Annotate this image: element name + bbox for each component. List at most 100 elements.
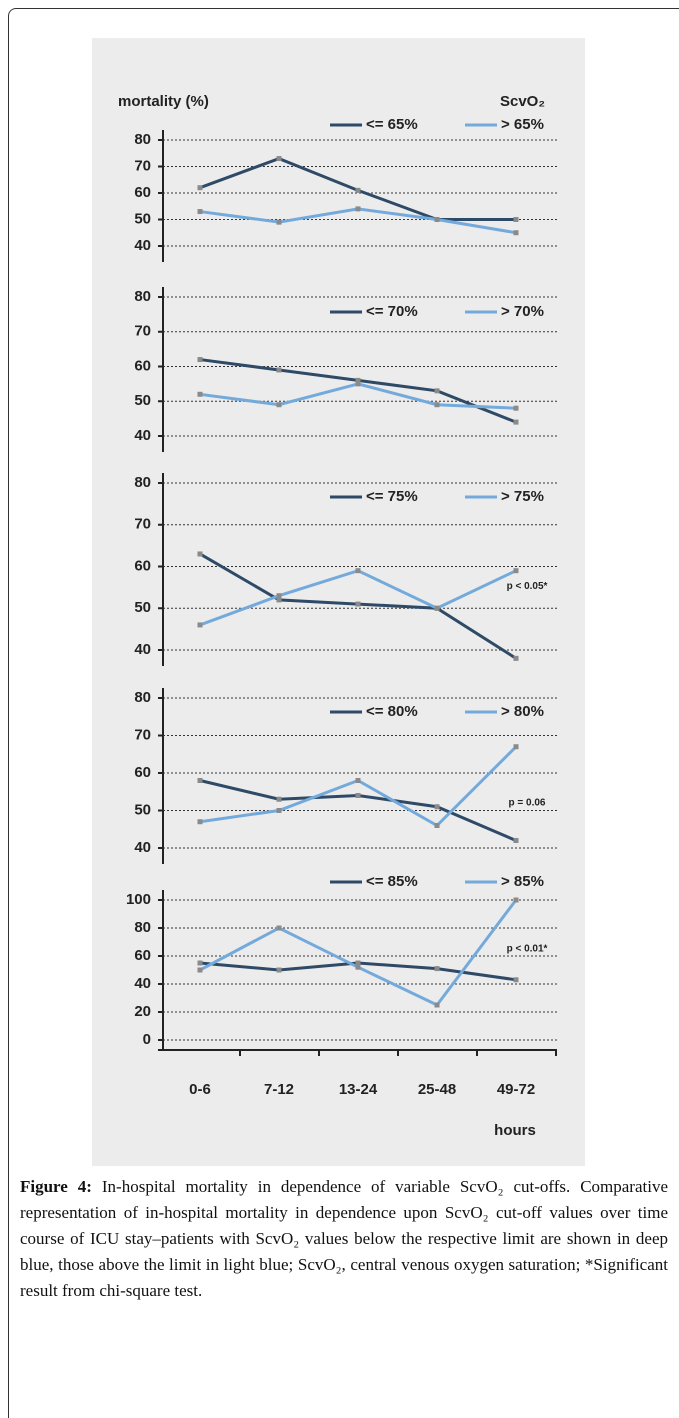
y-tick-label: 60	[134, 557, 151, 574]
point	[276, 808, 282, 813]
point	[434, 217, 440, 222]
point	[513, 897, 519, 903]
point	[355, 793, 361, 798]
point	[197, 209, 203, 215]
point	[276, 367, 282, 373]
point	[197, 778, 203, 783]
point	[355, 960, 361, 966]
point	[355, 601, 361, 607]
point	[355, 964, 361, 970]
point	[197, 622, 203, 628]
point	[276, 597, 282, 603]
point	[197, 967, 203, 973]
legend-label: > 75%	[501, 488, 544, 505]
y-tick-label: 80	[134, 689, 151, 706]
y-tick-label: 60	[134, 357, 151, 374]
point	[355, 568, 361, 574]
y-tick-label: 80	[134, 131, 151, 148]
legend-label: > 85%	[501, 873, 544, 890]
point	[355, 778, 361, 783]
point	[434, 605, 440, 611]
y-tick-label: 70	[134, 516, 151, 533]
point	[434, 1002, 440, 1008]
y-tick-label: 50	[134, 210, 151, 227]
legend-label: > 80%	[501, 703, 544, 720]
point	[355, 381, 361, 387]
y-tick-label: 50	[134, 599, 151, 616]
y-tick-label: 100	[126, 891, 151, 908]
point	[197, 357, 203, 363]
x-tick-label: 0-6	[189, 1081, 211, 1098]
point	[276, 402, 282, 408]
point	[197, 391, 203, 397]
point	[513, 838, 519, 843]
point	[434, 966, 440, 972]
y-tick-label: 80	[134, 288, 151, 305]
annotation: p < 0.01*	[507, 944, 548, 955]
annotation: p = 0.06	[509, 798, 546, 809]
y-tick-label: 0	[143, 1031, 151, 1048]
y-tick-label: 40	[134, 975, 151, 992]
point	[513, 744, 519, 750]
legend-label: <= 80%	[366, 703, 418, 720]
legend-label: <= 75%	[366, 488, 418, 505]
x-tick-label: 13-24	[339, 1081, 378, 1098]
point	[513, 230, 519, 236]
point	[434, 804, 440, 810]
point	[355, 377, 361, 383]
point	[355, 187, 361, 193]
y-tick-label: 40	[134, 641, 151, 658]
x-tick-label: 25-48	[418, 1081, 456, 1098]
y-tick-label: 80	[134, 919, 151, 936]
point	[513, 568, 519, 574]
y-tick-label: 50	[134, 392, 151, 409]
point	[276, 967, 282, 973]
point	[197, 960, 203, 966]
point	[197, 551, 203, 557]
point	[197, 185, 203, 191]
y-tick-label: 70	[134, 726, 151, 743]
legend-label: <= 70%	[366, 303, 418, 320]
point	[197, 819, 203, 825]
legend-label: > 65%	[501, 116, 544, 133]
x-axis-label: hours	[494, 1122, 536, 1139]
point	[276, 156, 282, 162]
point	[434, 388, 440, 394]
point	[513, 655, 519, 661]
point	[276, 925, 282, 931]
legend-label: <= 65%	[366, 116, 418, 133]
y-tick-label: 20	[134, 1003, 151, 1020]
y-tick-label: 70	[134, 157, 151, 174]
y-tick-label: 50	[134, 801, 151, 818]
legend-title: ScvO₂	[500, 93, 545, 110]
point	[513, 977, 519, 983]
point	[355, 206, 361, 212]
caption-label: Figure 4:	[20, 1177, 92, 1196]
x-tick-label: 7-12	[264, 1081, 294, 1098]
y-tick-label: 60	[134, 764, 151, 781]
point	[276, 593, 282, 599]
y-tick-label: 80	[134, 474, 151, 491]
frame	[8, 8, 679, 1418]
point	[513, 419, 519, 425]
y-tick-label: 40	[134, 427, 151, 444]
point	[434, 823, 440, 828]
y-tick-label: 60	[134, 184, 151, 201]
y-tick-label: 40	[134, 839, 151, 856]
point	[434, 402, 440, 408]
legend-label: <= 85%	[366, 873, 418, 890]
y-tick-label: 40	[134, 237, 151, 254]
point	[513, 405, 519, 411]
point	[276, 796, 282, 802]
legend-label: > 70%	[501, 303, 544, 320]
caption-text: In-hospital mortality in dependence of v…	[20, 1177, 669, 1300]
annotation: p < 0.05*	[507, 581, 548, 592]
x-tick-label: 49-72	[497, 1081, 535, 1098]
y-tick-label: 60	[134, 947, 151, 964]
chart: 40 50 60 70 80 mortality (%) ScvO₂ <= 65% > 65% 4…	[92, 38, 585, 1166]
point	[276, 219, 282, 225]
y-axis-label: mortality (%)	[118, 93, 209, 110]
point	[513, 217, 519, 222]
caption: Figure 4: In-hospital mortality in depen…	[20, 1174, 668, 1304]
